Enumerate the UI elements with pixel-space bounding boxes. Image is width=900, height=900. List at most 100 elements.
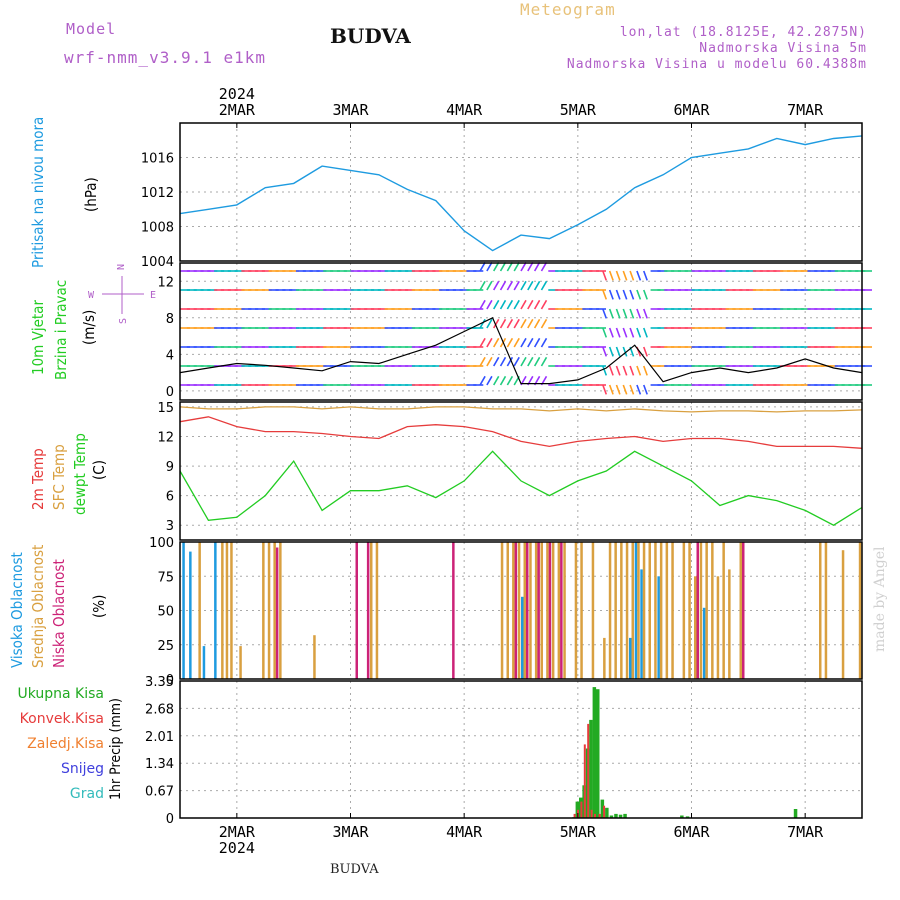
mid-cloud-bar bbox=[858, 542, 862, 679]
total-precip-bar bbox=[614, 813, 618, 818]
wind-barb bbox=[493, 337, 500, 348]
wind-barb bbox=[486, 299, 493, 310]
lonlat-label: lon,lat (18.8125E, 42.2875N) bbox=[619, 25, 867, 40]
wind-barb bbox=[615, 365, 621, 376]
legend-hail: Grad bbox=[69, 786, 104, 802]
station-title: BUDVA bbox=[330, 24, 411, 48]
wind-barb bbox=[493, 299, 500, 310]
mid-cloud-bar bbox=[370, 542, 373, 679]
wind-barb bbox=[643, 384, 648, 395]
legend-snow: Snijeg bbox=[60, 761, 104, 777]
mid-cloud-bar bbox=[688, 542, 691, 679]
bottom-day-label: 7MAR bbox=[787, 823, 824, 841]
conv-precip-bar bbox=[580, 801, 583, 818]
wind-barb bbox=[615, 270, 621, 281]
wind-barb bbox=[602, 270, 608, 281]
mid-cloud-bar bbox=[648, 542, 651, 679]
mid-cloud-bar bbox=[506, 542, 509, 679]
mid-cloud-bar bbox=[722, 542, 725, 679]
high-cloud-bar bbox=[521, 596, 524, 679]
mid-cloud-bar bbox=[694, 576, 697, 680]
low-cloud-bar bbox=[275, 547, 279, 679]
mid-cloud-bar bbox=[262, 542, 265, 679]
mid-cloud-bar bbox=[273, 542, 276, 679]
wind-barb bbox=[513, 318, 520, 329]
low-cloud-bar bbox=[696, 542, 699, 679]
wind-barb bbox=[540, 280, 548, 291]
wind-barb bbox=[540, 318, 548, 329]
cloud-tick-label: 0 bbox=[166, 673, 174, 688]
cloud-tick-label: 25 bbox=[157, 639, 174, 654]
wind-barb bbox=[513, 280, 520, 291]
wind-barb bbox=[506, 280, 514, 291]
wind-barb bbox=[615, 327, 621, 338]
low-cloud-bar bbox=[548, 542, 552, 679]
temp-tick-label: 3 bbox=[166, 519, 174, 534]
wind-barb bbox=[608, 289, 614, 300]
top-day-label: 2MAR bbox=[219, 101, 256, 119]
wind-barb bbox=[486, 356, 493, 367]
mid-cloud-bar bbox=[540, 542, 543, 679]
mid-cloud-bar bbox=[517, 542, 521, 679]
altitude-label: Nadmorska Visina 5m bbox=[699, 41, 867, 56]
wind-barb bbox=[499, 318, 507, 329]
wind-barb bbox=[513, 337, 520, 348]
wind-barb bbox=[636, 289, 642, 300]
total-precip-bar bbox=[623, 813, 627, 818]
wind-barb bbox=[499, 356, 507, 367]
mid-cloud-bar bbox=[529, 542, 532, 679]
temp-tick-label: 15 bbox=[157, 401, 174, 416]
total-precip-bar bbox=[600, 799, 605, 818]
total-precip-bar bbox=[618, 814, 623, 818]
wind-barb bbox=[540, 299, 548, 310]
wind-tick-label: 12 bbox=[157, 275, 174, 290]
pressure-line bbox=[179, 135, 863, 252]
top-day-label: 3MAR bbox=[332, 101, 369, 119]
footer-station: BUDVA bbox=[330, 862, 379, 877]
top-year-label: 2024 bbox=[219, 85, 255, 103]
low-cloud-bar bbox=[526, 542, 529, 679]
mid-cloud-bar bbox=[699, 542, 703, 679]
wind-barb bbox=[533, 280, 541, 291]
low-cloud-bar bbox=[366, 542, 370, 679]
mid-cloud-bar bbox=[620, 542, 623, 679]
precip-tick-label: 0.67 bbox=[145, 785, 174, 800]
wind-barb bbox=[608, 365, 614, 376]
wind-barb bbox=[479, 280, 486, 291]
total-precip-bar bbox=[592, 687, 597, 818]
precip-tick-label: 2.68 bbox=[145, 702, 174, 717]
high-cloud-bar bbox=[634, 542, 638, 679]
pressure-tick-label: 1016 bbox=[141, 152, 174, 167]
wind-barb bbox=[622, 346, 628, 357]
wind-barb bbox=[622, 270, 628, 281]
mid-cloud-bar bbox=[267, 542, 271, 679]
wind-barb bbox=[608, 346, 614, 357]
mid-cloud-bar bbox=[671, 542, 674, 679]
high-cloud-bar bbox=[640, 569, 643, 679]
mid-cloud-bar bbox=[642, 542, 646, 679]
wind-barb bbox=[479, 375, 486, 386]
wind-barb bbox=[527, 280, 534, 291]
panel-frame bbox=[179, 680, 863, 819]
mid-cloud-bar bbox=[659, 542, 663, 679]
mid-cloud-bar bbox=[225, 542, 229, 679]
wind-barb bbox=[486, 337, 493, 348]
top-day-label: 4MAR bbox=[446, 101, 483, 119]
mid-cloud-bar bbox=[500, 542, 504, 679]
wind-barb bbox=[506, 356, 514, 367]
wind-barb bbox=[506, 337, 514, 348]
mid-cloud-bar bbox=[637, 542, 640, 679]
wind-barb bbox=[615, 384, 621, 395]
wind-barb bbox=[602, 289, 608, 300]
temp-2m-line bbox=[179, 416, 863, 449]
precip-tick-label: 2.01 bbox=[145, 730, 174, 745]
wind-barb bbox=[643, 289, 648, 300]
wind-barb bbox=[499, 280, 507, 291]
wind-barb bbox=[499, 299, 507, 310]
total-precip-bar bbox=[589, 719, 593, 818]
wind-tick-label: 0 bbox=[166, 385, 174, 400]
precip-tick-label: 0 bbox=[166, 812, 174, 827]
precip-tick-label: 1.34 bbox=[145, 757, 174, 772]
temp-tick-label: 6 bbox=[166, 490, 174, 505]
